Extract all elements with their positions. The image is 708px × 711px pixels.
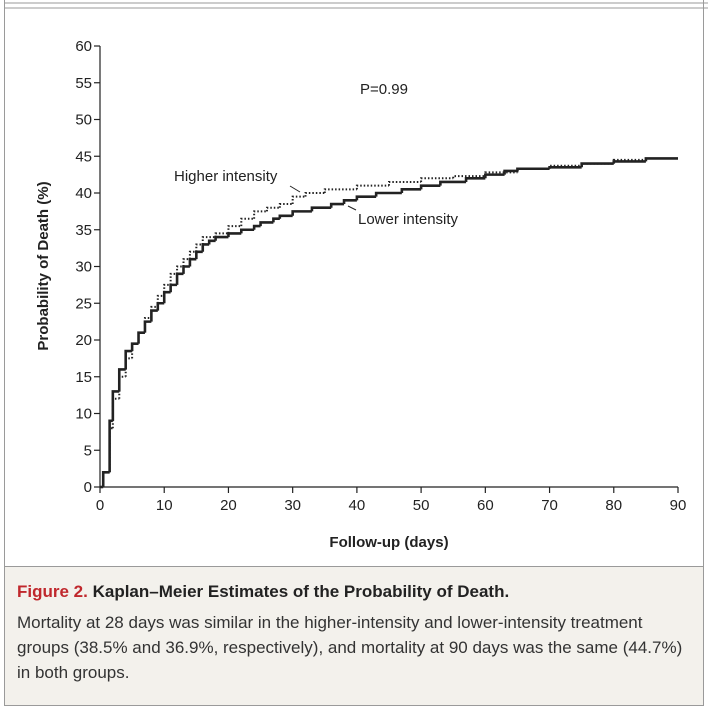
km-step — [342, 199, 357, 205]
km-step — [644, 157, 678, 162]
km-step — [252, 224, 261, 230]
km-step — [207, 239, 216, 245]
km-step — [484, 173, 505, 179]
x-axis-title: Follow-up (days) — [329, 534, 448, 551]
km-step — [201, 236, 216, 245]
series-label: Lower intensity — [358, 211, 459, 228]
y-tick-label: 15 — [75, 369, 92, 386]
km-step — [355, 195, 377, 201]
km-step — [323, 188, 357, 193]
x-tick-label: 90 — [670, 497, 687, 514]
caption: Figure 2. Kaplan–Meier Estimates of the … — [5, 566, 703, 705]
y-tick-label: 45 — [75, 148, 92, 165]
km-step — [291, 195, 306, 205]
y-tick-label: 25 — [75, 295, 92, 312]
km-step — [111, 390, 120, 421]
km-step — [580, 162, 614, 168]
km-step — [227, 232, 242, 238]
km-step — [150, 309, 158, 322]
km-step — [214, 235, 229, 241]
y-tick-label: 50 — [75, 112, 92, 129]
km-step — [182, 258, 190, 267]
km-step — [310, 206, 332, 212]
y-tick-label: 30 — [75, 259, 92, 276]
x-tick-label: 30 — [284, 497, 301, 514]
km-step — [137, 331, 145, 344]
leader-line — [289, 185, 301, 193]
km-step — [420, 177, 454, 182]
km-step — [195, 243, 203, 252]
caption-text: Mortality at 28 days was similar in the … — [17, 613, 683, 682]
km-step — [188, 257, 197, 267]
km-step — [176, 265, 184, 274]
y-tick-label: 60 — [75, 38, 92, 55]
y-tick-label: 0 — [84, 479, 92, 496]
km-step — [265, 206, 280, 212]
km-step — [240, 217, 255, 227]
km-step — [419, 184, 441, 190]
km-step — [188, 250, 197, 260]
y-tick-label: 10 — [75, 406, 92, 423]
km-step — [439, 180, 467, 186]
km-step — [304, 192, 325, 197]
x-tick-label: 40 — [349, 497, 366, 514]
x-tick-label: 10 — [156, 497, 173, 514]
x-tick-label: 20 — [220, 497, 237, 514]
km-step — [374, 191, 402, 197]
y-tick-label: 35 — [75, 222, 92, 239]
y-tick-label: 20 — [75, 332, 92, 349]
km-step — [503, 169, 518, 175]
leader-line — [347, 205, 357, 211]
caption-label: Figure 2. — [17, 582, 88, 601]
series-label: Higher intensity — [174, 168, 278, 185]
y-tick-label: 5 — [84, 442, 92, 459]
frame — [4, 0, 704, 706]
x-tick-label: 0 — [96, 497, 104, 514]
x-tick-label: 70 — [541, 497, 558, 514]
km-step — [239, 228, 255, 234]
km-step — [291, 210, 312, 216]
km-step — [278, 203, 293, 208]
km-step — [156, 301, 165, 311]
km-step — [329, 202, 345, 208]
km-step — [355, 184, 389, 190]
km-step — [464, 177, 486, 182]
km-step — [548, 165, 582, 169]
km-step — [227, 225, 242, 234]
km-step — [272, 217, 280, 223]
km-step — [169, 272, 178, 285]
km-step — [182, 265, 190, 274]
km-step — [169, 283, 178, 293]
km-step — [117, 368, 126, 392]
km-step — [278, 214, 293, 219]
km-step — [516, 167, 550, 171]
chart: P=0.99 Follow-up (days) Probability of D… — [4, 2, 708, 551]
km-step — [201, 243, 210, 252]
km-step — [162, 290, 171, 304]
caption-title: Kaplan–Meier Estimates of the Probabilit… — [92, 582, 510, 601]
km-step — [175, 272, 184, 285]
km-step — [130, 342, 139, 352]
y-axis-title: Probability of Death (%) — [35, 181, 52, 350]
km-step — [259, 221, 274, 227]
km-step — [124, 349, 133, 370]
km-step — [195, 250, 203, 260]
km-step — [388, 180, 422, 186]
km-step — [253, 210, 267, 219]
y-tick-label: 55 — [75, 75, 92, 92]
km-step — [143, 320, 152, 333]
p-value: P=0.99 — [360, 81, 408, 98]
km-step — [452, 175, 486, 179]
km-step — [400, 188, 422, 193]
x-tick-label: 50 — [413, 497, 430, 514]
x-tick-label: 60 — [477, 497, 494, 514]
km-step — [612, 160, 646, 164]
y-tick-label: 40 — [75, 185, 92, 202]
km-step — [101, 471, 110, 487]
x-tick-label: 80 — [605, 497, 622, 514]
